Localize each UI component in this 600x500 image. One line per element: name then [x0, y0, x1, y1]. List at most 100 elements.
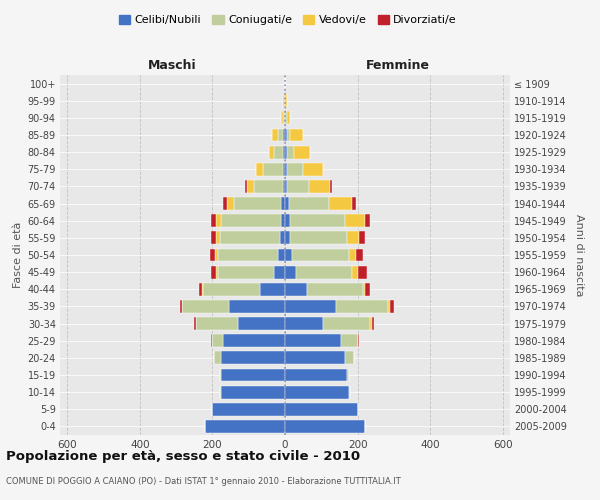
Bar: [220, 232, 280, 244]
Bar: [212, 334, 223, 347]
Bar: [345, 352, 354, 364]
Bar: [358, 266, 367, 278]
Y-axis label: Anni di nascita: Anni di nascita: [574, 214, 584, 296]
Bar: [209, 248, 215, 262]
Bar: [180, 300, 182, 313]
Bar: [234, 197, 281, 210]
Bar: [229, 300, 285, 313]
Bar: [283, 180, 285, 193]
Bar: [294, 146, 310, 158]
Bar: [203, 283, 260, 296]
Bar: [283, 94, 285, 107]
Bar: [358, 334, 359, 347]
Bar: [285, 368, 347, 382]
Bar: [238, 317, 285, 330]
Bar: [199, 283, 202, 296]
Bar: [281, 214, 285, 227]
Bar: [214, 352, 221, 364]
Bar: [281, 112, 283, 124]
Bar: [285, 94, 287, 107]
Bar: [290, 232, 347, 244]
Bar: [292, 248, 349, 262]
Bar: [287, 128, 290, 141]
Bar: [352, 197, 356, 210]
Bar: [285, 334, 341, 347]
Bar: [285, 317, 323, 330]
Bar: [349, 386, 350, 398]
Bar: [372, 317, 374, 330]
Bar: [285, 232, 290, 244]
Bar: [205, 420, 285, 433]
Bar: [285, 197, 289, 210]
Bar: [365, 214, 370, 227]
Bar: [285, 163, 287, 175]
Bar: [221, 368, 285, 382]
Text: Femmine: Femmine: [365, 58, 430, 71]
Bar: [272, 128, 278, 141]
Bar: [285, 266, 296, 278]
Bar: [223, 334, 285, 347]
Bar: [285, 214, 290, 227]
Bar: [285, 112, 287, 124]
Bar: [285, 248, 292, 262]
Bar: [215, 248, 218, 262]
Bar: [223, 197, 227, 210]
Bar: [329, 197, 352, 210]
Bar: [307, 283, 363, 296]
Bar: [388, 300, 390, 313]
Bar: [194, 317, 196, 330]
Bar: [247, 180, 254, 193]
Bar: [347, 368, 349, 382]
Bar: [285, 128, 287, 141]
Bar: [227, 197, 234, 210]
Bar: [287, 112, 290, 124]
Bar: [365, 283, 370, 296]
Bar: [285, 403, 358, 415]
Bar: [218, 248, 278, 262]
Bar: [363, 283, 365, 296]
Bar: [290, 128, 303, 141]
Bar: [287, 146, 294, 158]
Bar: [370, 317, 372, 330]
Bar: [349, 248, 356, 262]
Bar: [323, 317, 370, 330]
Text: Popolazione per età, sesso e stato civile - 2010: Popolazione per età, sesso e stato civil…: [6, 450, 360, 463]
Bar: [202, 283, 203, 296]
Bar: [216, 214, 221, 227]
Bar: [274, 146, 283, 158]
Bar: [341, 334, 358, 347]
Bar: [196, 317, 238, 330]
Text: COMUNE DI POGGIO A CAIANO (PO) - Dati ISTAT 1° gennaio 2010 - Elaborazione TUTTI: COMUNE DI POGGIO A CAIANO (PO) - Dati IS…: [6, 478, 401, 486]
Bar: [260, 283, 285, 296]
Bar: [285, 180, 287, 193]
Bar: [283, 163, 285, 175]
Bar: [256, 163, 263, 175]
Bar: [221, 386, 285, 398]
Bar: [356, 248, 363, 262]
Bar: [263, 163, 283, 175]
Bar: [352, 266, 358, 278]
Bar: [296, 266, 352, 278]
Bar: [281, 197, 285, 210]
Bar: [308, 180, 331, 193]
Bar: [211, 214, 216, 227]
Bar: [285, 420, 365, 433]
Bar: [283, 128, 285, 141]
Bar: [182, 300, 229, 313]
Bar: [347, 232, 359, 244]
Bar: [278, 248, 285, 262]
Bar: [211, 334, 212, 347]
Legend: Celibi/Nubili, Coniugati/e, Vedovi/e, Divorziati/e: Celibi/Nubili, Coniugati/e, Vedovi/e, Di…: [115, 10, 461, 30]
Bar: [283, 112, 285, 124]
Bar: [280, 232, 285, 244]
Bar: [390, 300, 394, 313]
Bar: [345, 214, 365, 227]
Bar: [221, 352, 285, 364]
Bar: [359, 232, 365, 244]
Bar: [287, 163, 303, 175]
Bar: [221, 214, 281, 227]
Bar: [218, 266, 274, 278]
Y-axis label: Fasce di età: Fasce di età: [13, 222, 23, 288]
Bar: [285, 146, 287, 158]
Bar: [285, 283, 307, 296]
